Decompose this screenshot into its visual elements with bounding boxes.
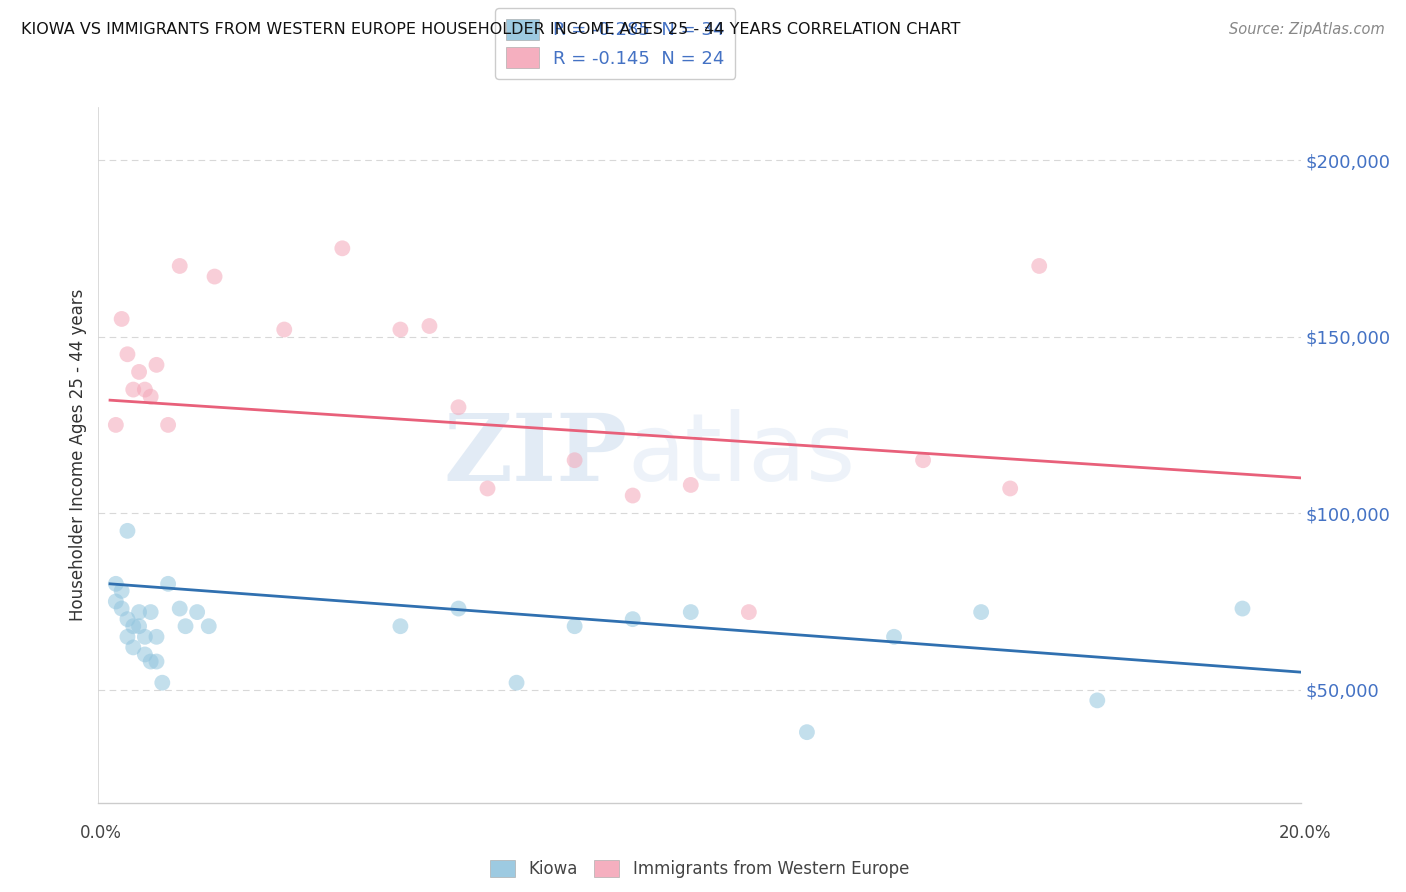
Point [134, 630, 156, 644]
Point [998, 482, 1021, 496]
Point [621, 612, 644, 626]
Point [169, 259, 191, 273]
Point [145, 655, 167, 669]
Point [447, 601, 470, 615]
Point [447, 401, 470, 415]
Point [111, 312, 134, 326]
Point [169, 601, 191, 615]
Point [1232, 601, 1254, 615]
Legend: Kiowa, Immigrants from Western Europe: Kiowa, Immigrants from Western Europe [484, 854, 915, 885]
Point [134, 648, 156, 662]
Point [139, 390, 162, 404]
Point [139, 605, 162, 619]
Point [505, 675, 527, 690]
Point [204, 269, 226, 284]
Point [796, 725, 818, 739]
Point [564, 453, 586, 467]
Point [104, 577, 127, 591]
Text: Source: ZipAtlas.com: Source: ZipAtlas.com [1229, 22, 1385, 37]
Point [197, 619, 219, 633]
Point [145, 358, 167, 372]
Point [157, 417, 180, 432]
Point [104, 417, 127, 432]
Point [1085, 693, 1108, 707]
Text: 0.0%: 0.0% [80, 824, 122, 842]
Point [157, 577, 180, 591]
Text: KIOWA VS IMMIGRANTS FROM WESTERN EUROPE HOUSEHOLDER INCOME AGES 25 - 44 YEARS CO: KIOWA VS IMMIGRANTS FROM WESTERN EUROPE … [21, 22, 960, 37]
Point [477, 482, 499, 496]
Point [139, 655, 162, 669]
Y-axis label: Householder Income Ages 25 - 44 years: Householder Income Ages 25 - 44 years [69, 289, 87, 621]
Point [418, 318, 440, 333]
Point [150, 675, 173, 690]
Point [122, 383, 145, 397]
Point [1028, 259, 1050, 273]
Point [679, 605, 702, 619]
Point [128, 619, 150, 633]
Point [389, 322, 412, 336]
Point [970, 605, 993, 619]
Text: ZIP: ZIP [443, 410, 627, 500]
Point [117, 524, 139, 538]
Point [679, 478, 702, 492]
Point [111, 583, 134, 598]
Text: atlas: atlas [627, 409, 856, 501]
Point [174, 619, 197, 633]
Point [122, 619, 145, 633]
Point [104, 594, 127, 608]
Point [134, 383, 156, 397]
Point [912, 453, 935, 467]
Point [117, 612, 139, 626]
Point [186, 605, 208, 619]
Point [389, 619, 412, 633]
Text: 20.0%: 20.0% [1278, 824, 1331, 842]
Point [122, 640, 145, 655]
Point [621, 489, 644, 503]
Point [117, 347, 139, 361]
Point [738, 605, 761, 619]
Point [883, 630, 905, 644]
Point [564, 619, 586, 633]
Point [330, 241, 353, 255]
Point [128, 365, 150, 379]
Point [111, 601, 134, 615]
Point [145, 630, 167, 644]
Point [117, 630, 139, 644]
Point [273, 322, 295, 336]
Point [128, 605, 150, 619]
